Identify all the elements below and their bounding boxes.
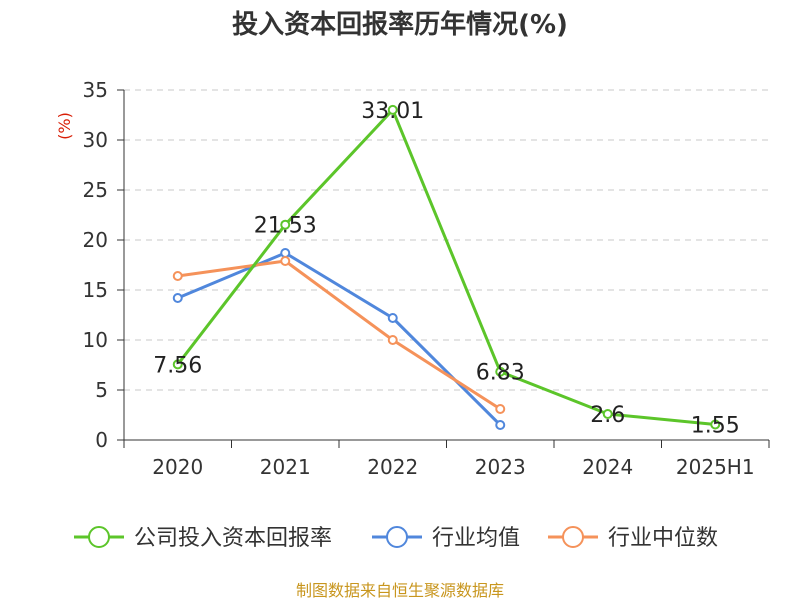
data-point[interactable] [280,219,291,230]
data-point[interactable] [710,419,721,430]
y-axis-label: (%) [55,112,74,140]
x-tick-label: 2022 [367,455,418,479]
source-note: 制图数据来自恒生聚源数据库 [296,581,504,600]
legend-marker [562,526,584,548]
data-point[interactable] [172,271,183,281]
x-tick-label: 2020 [152,455,203,479]
legend-label: 行业中位数 [608,526,718,551]
data-point[interactable] [280,256,291,266]
y-tick-label: 35 [83,78,108,102]
data-point[interactable] [495,366,506,377]
legend-marker [386,526,408,548]
series-line-2 [177,259,502,411]
y-tick-label: 5 [95,378,108,402]
data-point[interactable] [280,248,291,258]
chart-title: 投入资本回报率历年情况(%) [232,9,568,40]
data-label: 7.56 [153,353,202,378]
x-tick-label: 2025H1 [676,455,755,479]
y-tick-label: 25 [83,178,108,202]
series-line-0 [176,108,716,426]
legend[interactable]: 公司投入资本回报率 行业均值 行业中位数 [74,526,718,551]
data-point[interactable] [387,104,398,115]
legend-item-1[interactable]: 行业均值 [372,526,520,551]
data-label: 1.55 [691,414,740,439]
series-group [172,104,721,430]
legend-item-2[interactable]: 行业中位数 [548,526,718,551]
data-point[interactable] [387,313,398,323]
legend-item-0[interactable]: 公司投入资本回报率 [74,526,332,551]
data-label: 6.83 [476,361,525,386]
data-point[interactable] [387,335,398,345]
x-tick-label: 2023 [475,455,526,479]
data-point[interactable] [495,420,506,430]
axes: 0 5 10 15 20 25 30 35 2020 2021 2022 2023 2024 2025H1 [83,78,770,479]
data-point[interactable] [495,404,506,414]
series-line-1 [177,251,502,427]
data-point[interactable] [602,409,613,419]
legend-marker [88,526,110,548]
x-tick-label: 2021 [260,455,311,479]
legend-label: 公司投入资本回报率 [134,526,332,551]
y-tick-label: 10 [83,328,108,352]
data-point[interactable] [172,293,183,303]
y-tick-label: 20 [83,228,108,252]
data-label: 33.01 [361,99,424,124]
x-tick-label: 2024 [582,455,633,479]
data-label: 2.6 [590,403,625,428]
data-point[interactable] [172,359,183,370]
y-tick-label: 30 [83,128,108,152]
y-tick-label: 15 [83,278,108,302]
y-tick-label: 0 [95,428,108,452]
legend-label: 行业均值 [432,526,520,551]
data-label: 21.53 [254,214,317,239]
data-labels: 7.56 21.53 33.01 6.83 2.6 1.55 [153,99,739,439]
